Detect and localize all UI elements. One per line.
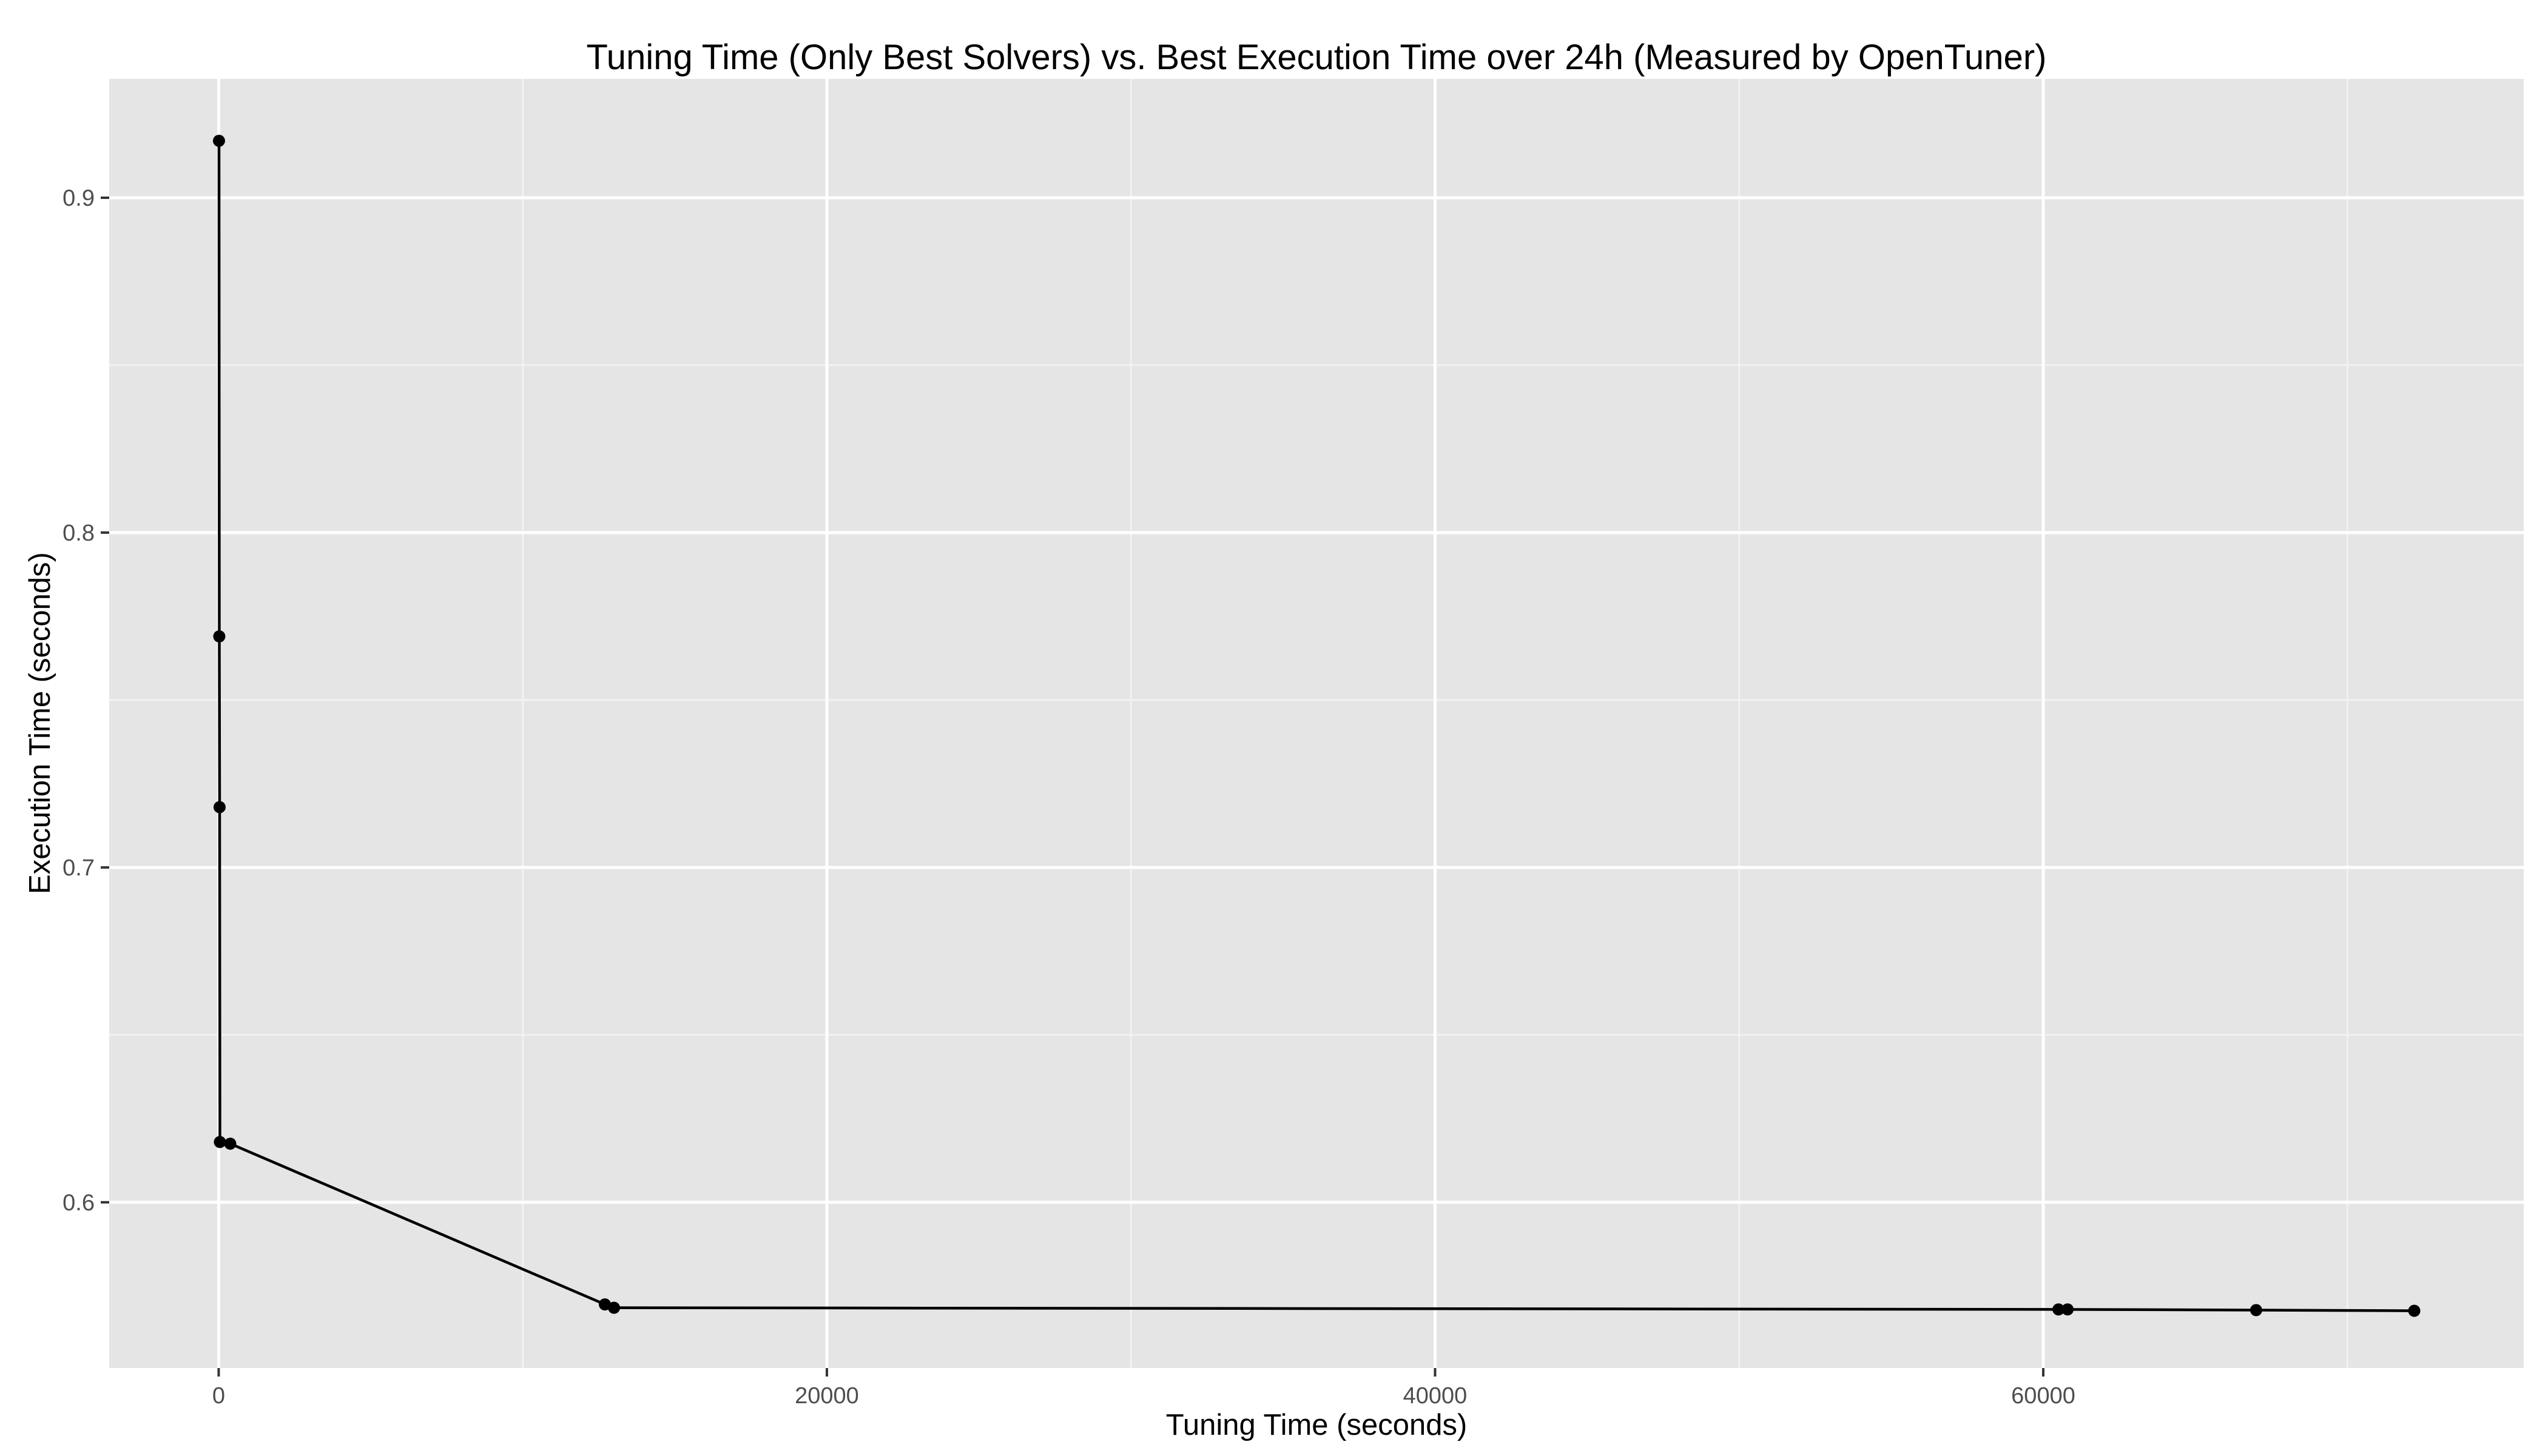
y-tick-label: 0.9 bbox=[62, 186, 95, 211]
data-point bbox=[2052, 1303, 2065, 1316]
data-point bbox=[608, 1301, 621, 1314]
data-point bbox=[213, 801, 226, 814]
data-point bbox=[2408, 1304, 2421, 1317]
x-tick-label: 60000 bbox=[2011, 1383, 2075, 1409]
x-tick-label: 0 bbox=[212, 1383, 225, 1409]
data-point bbox=[212, 135, 225, 147]
y-tick-label: 0.8 bbox=[62, 521, 95, 546]
y-tick-label: 0.7 bbox=[62, 855, 95, 881]
chart-title: Tuning Time (Only Best Solvers) vs. Best… bbox=[587, 38, 2047, 77]
plot-panel bbox=[109, 79, 2524, 1368]
data-point bbox=[2250, 1304, 2262, 1316]
x-tick-label: 40000 bbox=[1403, 1383, 1468, 1409]
x-tick-label: 20000 bbox=[795, 1383, 859, 1409]
data-point bbox=[2061, 1303, 2074, 1316]
minor-gridlines bbox=[109, 79, 2524, 1368]
y-axis-title: Execution Time (seconds) bbox=[24, 552, 56, 894]
ticks-layer: 0 20000 40000 60000 0.6 0.7 0.8 0.9 bbox=[62, 186, 2075, 1409]
series-layer bbox=[212, 135, 2421, 1317]
data-point bbox=[214, 1136, 226, 1148]
y-tick-label: 0.6 bbox=[62, 1190, 95, 1216]
data-point bbox=[599, 1298, 612, 1311]
x-axis-title: Tuning Time (seconds) bbox=[1166, 1409, 1468, 1441]
data-point bbox=[213, 630, 226, 642]
data-point bbox=[224, 1138, 237, 1150]
